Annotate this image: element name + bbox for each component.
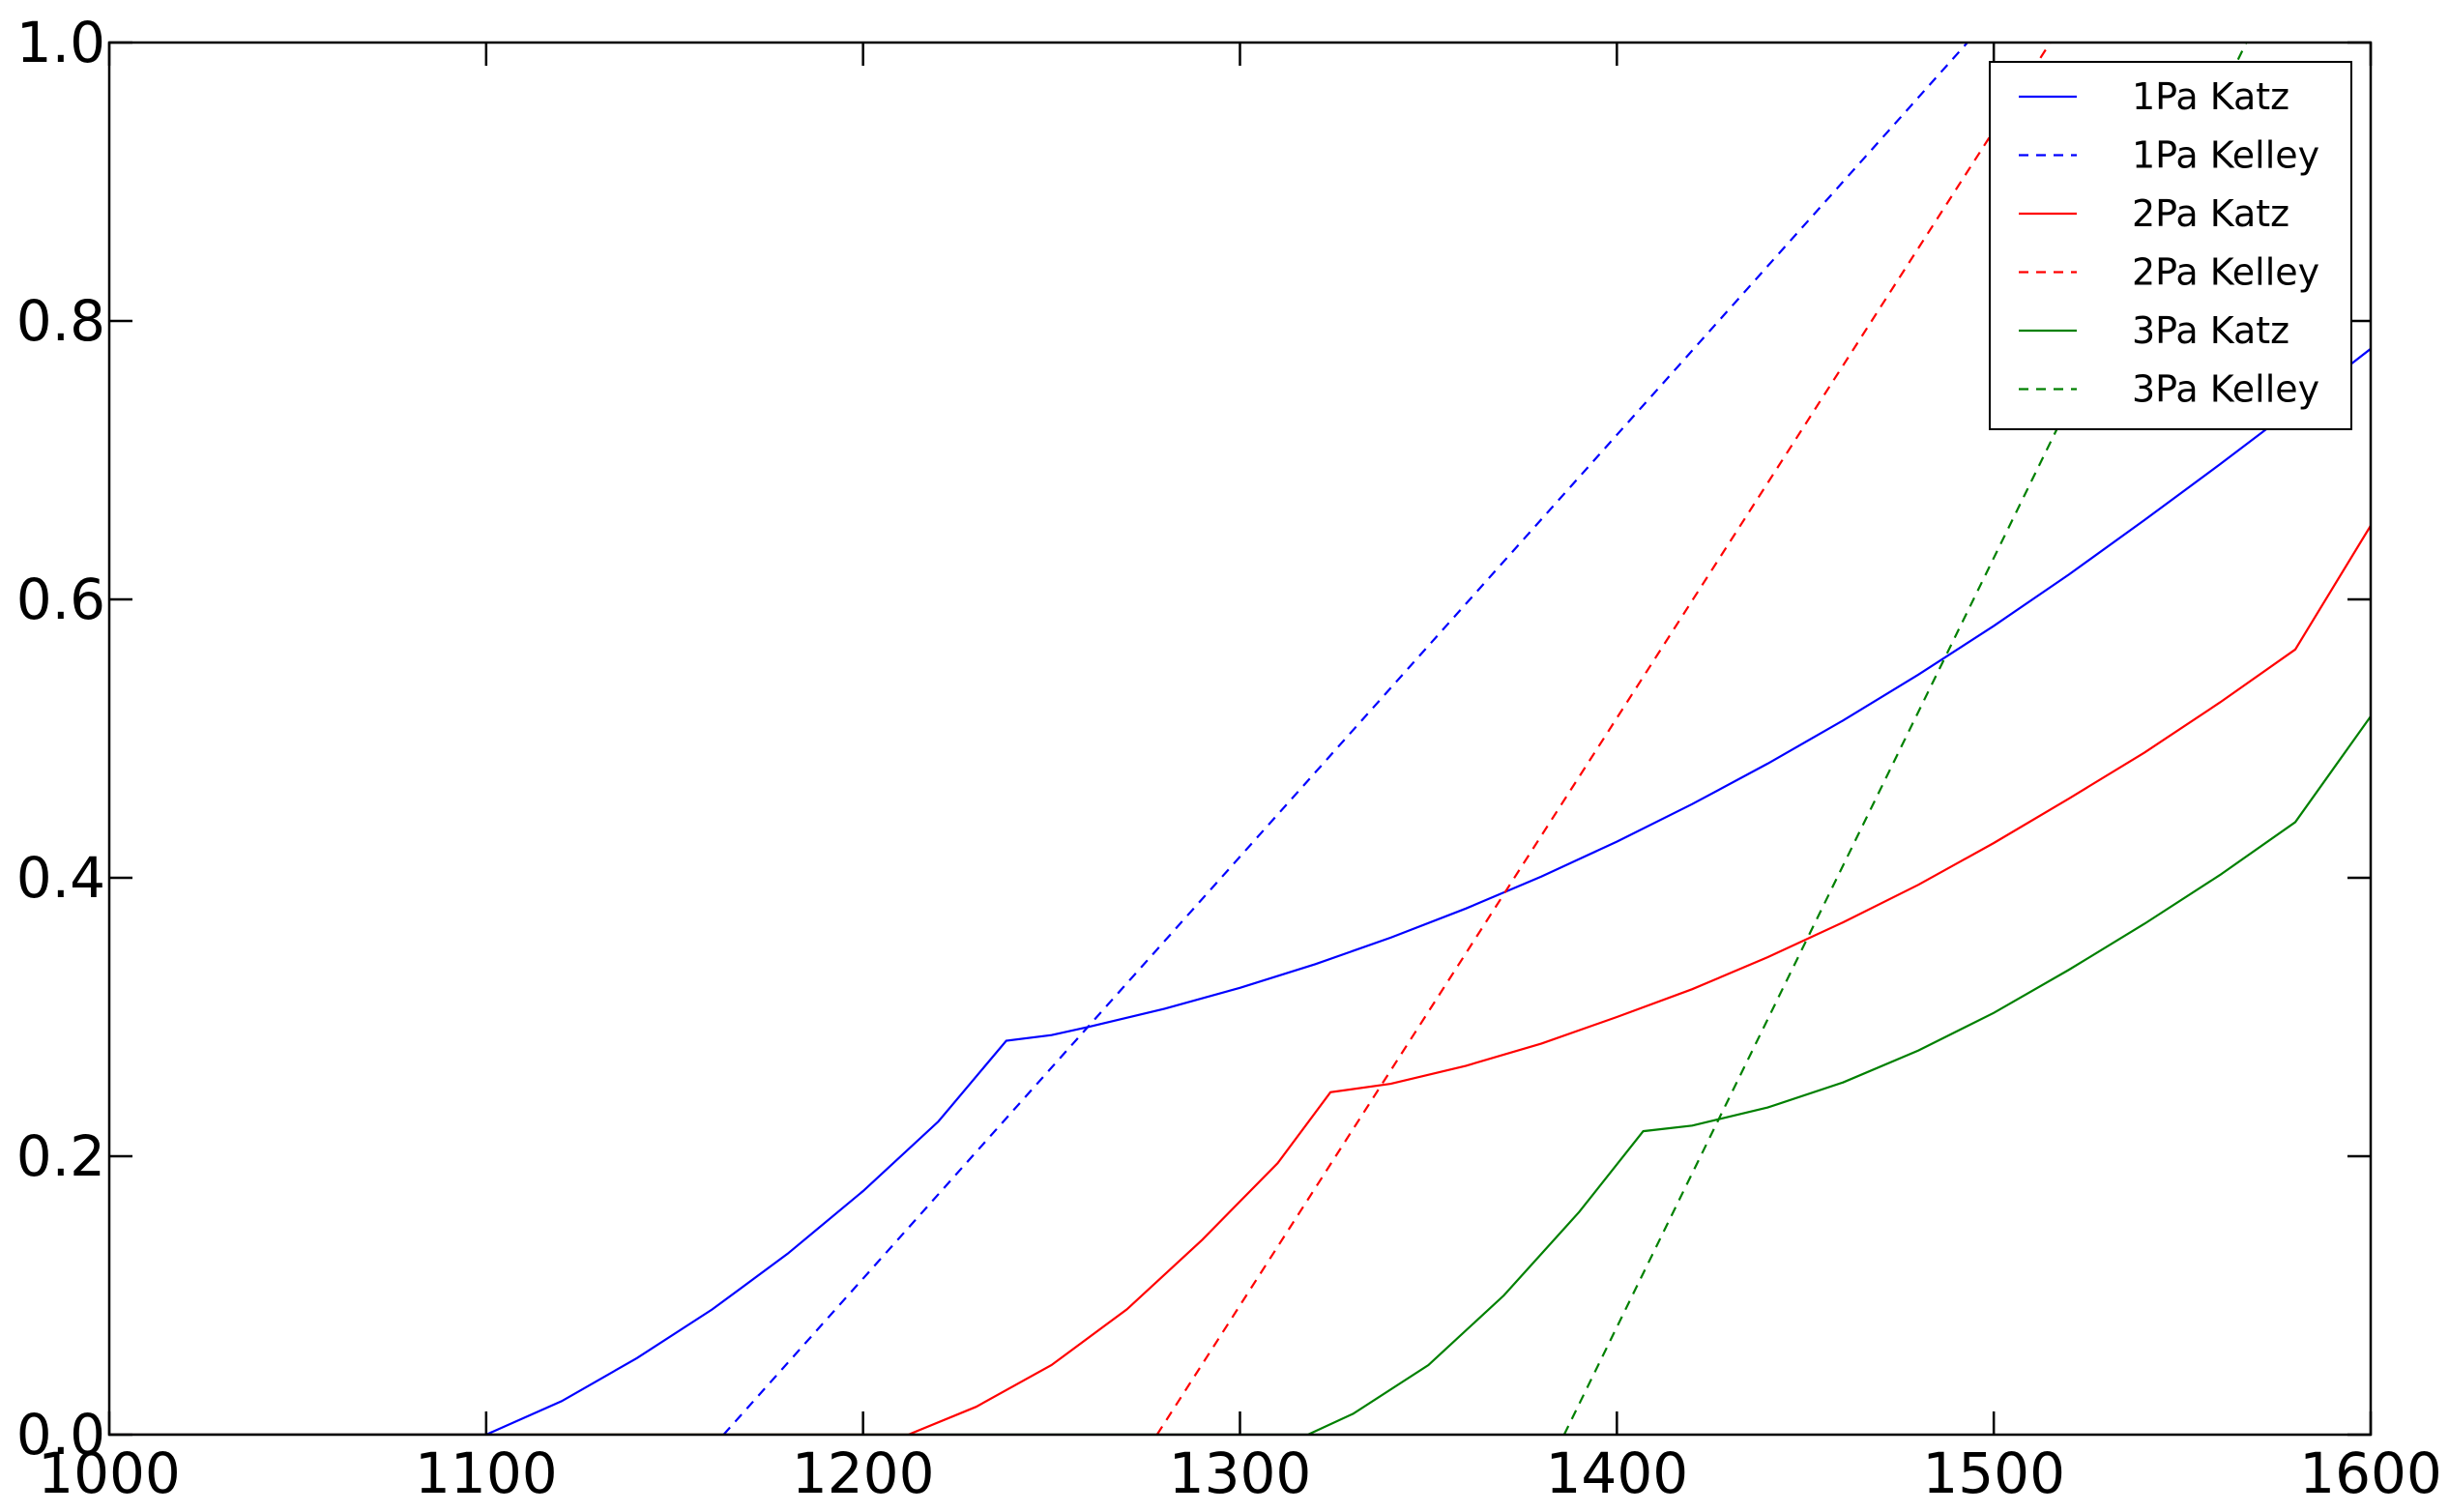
x-tick-label: 1100 bbox=[415, 1440, 558, 1506]
x-tick-label: 1300 bbox=[1169, 1440, 1312, 1506]
y-tick-label: 0.4 bbox=[16, 845, 105, 911]
series-line-2pa-kelley bbox=[1155, 43, 2052, 1435]
tick-layer: 1000 1100 1200 1300 1400 1500 1600 0.0 0.2 0.4 0.6… bbox=[16, 10, 2442, 1506]
series-line-1pa-katz bbox=[109, 347, 2371, 1435]
legend-item: 3Pa Katz bbox=[2019, 309, 2289, 352]
legend-label: 1Pa Katz bbox=[2132, 75, 2289, 118]
x-tick-label: 1400 bbox=[1546, 1440, 1689, 1506]
legend-label: 1Pa Kelley bbox=[2132, 134, 2319, 177]
x-tick-label: 1200 bbox=[792, 1440, 935, 1506]
y-tick-label: 0.8 bbox=[16, 288, 105, 354]
legend-item: 2Pa Katz bbox=[2019, 192, 2289, 235]
legend-label: 2Pa Katz bbox=[2132, 192, 2289, 235]
y-tick-label: 0.0 bbox=[16, 1402, 105, 1468]
legend-item: 2Pa Kelley bbox=[2019, 251, 2319, 294]
legend-item: 3Pa Kelley bbox=[2019, 368, 2319, 411]
x-tick-label: 1500 bbox=[1922, 1440, 2065, 1506]
legend-item: 1Pa Katz bbox=[2019, 75, 2289, 118]
legend-label: 3Pa Katz bbox=[2132, 309, 2289, 352]
y-tick-label: 0.6 bbox=[16, 567, 105, 632]
series-line-1pa-kelley bbox=[722, 43, 1968, 1435]
legend-box bbox=[1989, 61, 2352, 430]
y-tick-label: 0.2 bbox=[16, 1123, 105, 1189]
series-line-2pa-katz bbox=[109, 525, 2371, 1435]
legend-label: 3Pa Kelley bbox=[2132, 368, 2319, 411]
y-tick-label: 1.0 bbox=[16, 10, 105, 75]
x-tick-label: 1600 bbox=[2299, 1440, 2442, 1506]
legend: 1Pa Katz 1Pa Kelley 2Pa Katz 2Pa Kelley 3Pa … bbox=[1989, 61, 2352, 430]
legend-item: 1Pa Kelley bbox=[2019, 134, 2319, 177]
x-tick-label: 1000 bbox=[38, 1440, 181, 1506]
legend-label: 2Pa Kelley bbox=[2132, 251, 2319, 294]
series-line-3pa-katz bbox=[109, 715, 2371, 1435]
